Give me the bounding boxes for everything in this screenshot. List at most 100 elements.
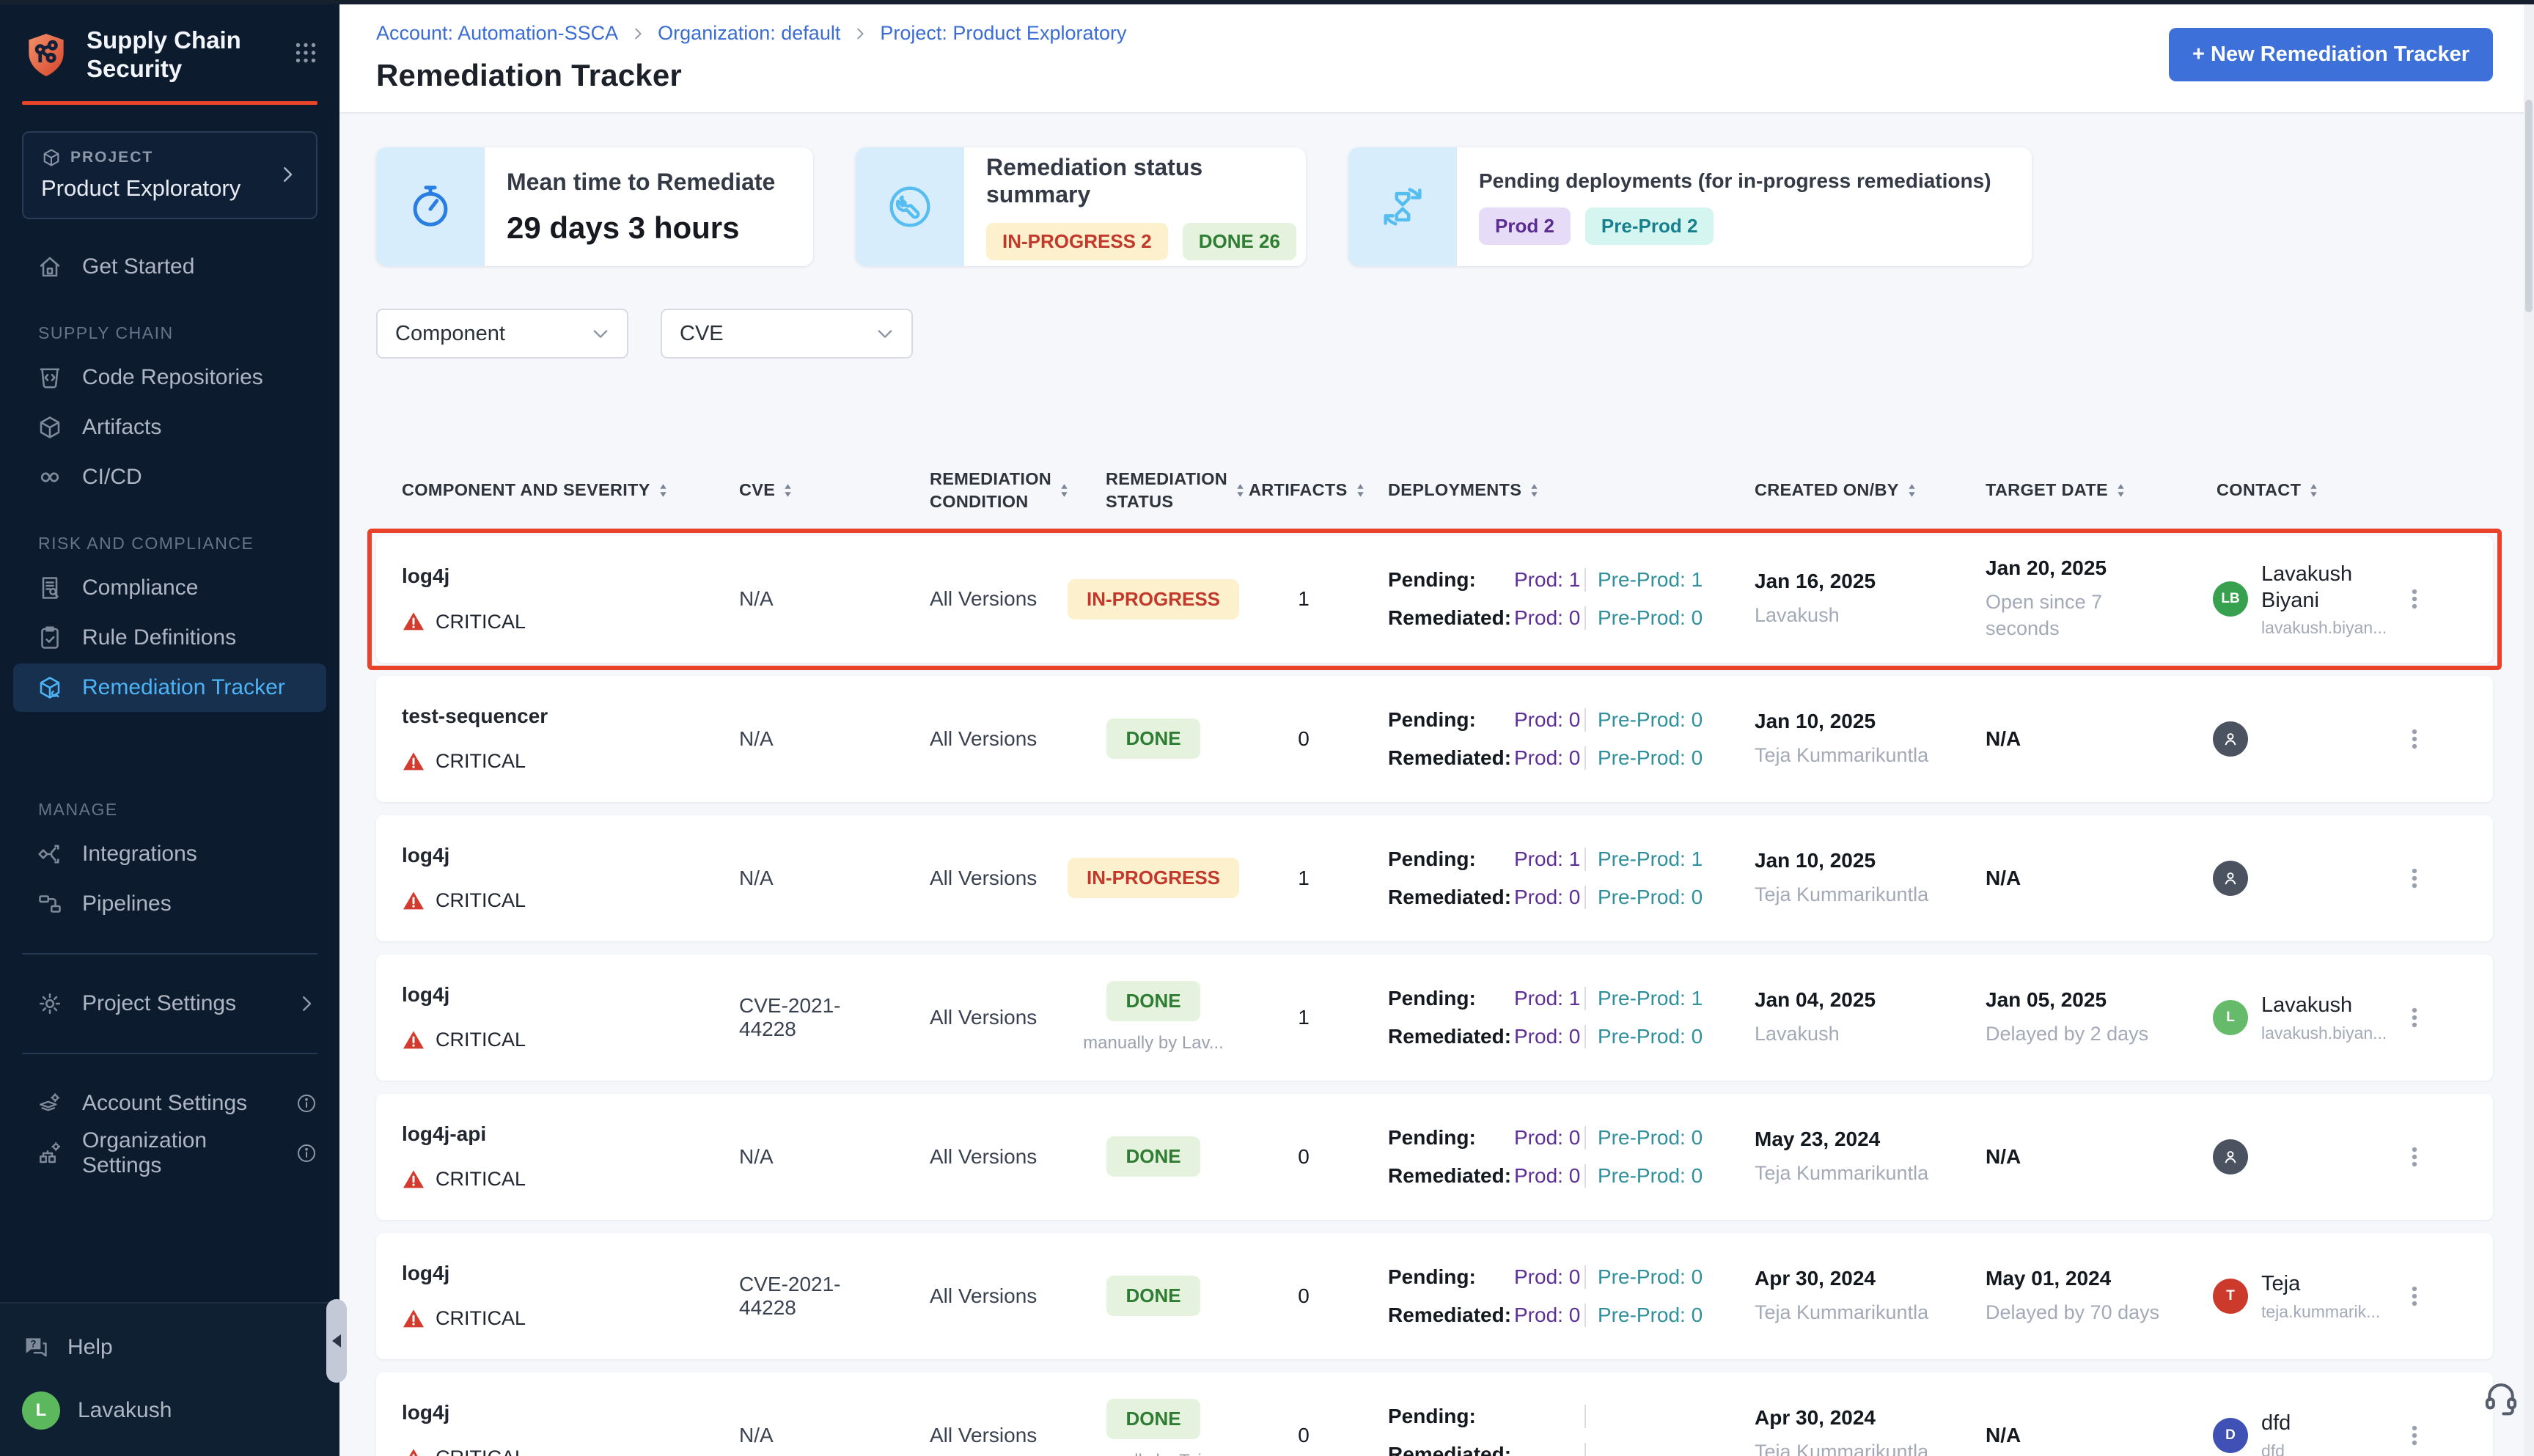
deployment-label: Remediated:: [1388, 1303, 1512, 1326]
column-header-created-on-by[interactable]: CREATED ON/BY: [1711, 479, 1953, 501]
component-name[interactable]: log4j: [402, 843, 450, 867]
column-header-deployments[interactable]: DEPLOYMENTS: [1359, 479, 1711, 501]
sort-icon[interactable]: [1906, 482, 1917, 499]
contact-cell: LB Lavakush Biyani lavakush.biyan...: [2169, 561, 2396, 639]
column-header-artifacts[interactable]: ARTIFACTS: [1249, 479, 1364, 501]
status-badge-in-progress-2: IN-PROGRESS 2: [986, 222, 1168, 260]
component-name[interactable]: log4j: [402, 1261, 450, 1284]
page-title: Remediation Tracker: [376, 58, 682, 92]
sidebar-item-integrations[interactable]: Integrations: [0, 830, 339, 878]
user-avatar: L: [22, 1391, 60, 1430]
row-actions-kebab-icon[interactable]: [2400, 1003, 2429, 1032]
row-actions-kebab-icon[interactable]: [2400, 1421, 2429, 1450]
severity-label: CRITICAL: [436, 1029, 526, 1051]
component-name[interactable]: log4j: [402, 982, 450, 1006]
breadcrumb-separator-icon: [852, 26, 868, 42]
sort-icon[interactable]: [1059, 482, 1070, 499]
sidebar-item-project-settings[interactable]: Project Settings: [0, 979, 339, 1028]
divider: [22, 1052, 317, 1054]
sort-icon[interactable]: [782, 482, 793, 499]
sidebar-item-account-settings[interactable]: Account Settings: [0, 1079, 339, 1128]
deployment-label: Pending:: [1388, 986, 1476, 1010]
column-header-remediation-condition[interactable]: REMEDIATION CONDITION: [893, 468, 1068, 513]
created-by: Teja Kummarikuntla: [1755, 1161, 1929, 1184]
project-cube-icon: [41, 147, 62, 168]
column-header-component-and-severity[interactable]: COMPONENT AND SEVERITY: [402, 479, 710, 501]
breadcrumb-link-2[interactable]: Project: Product Exploratory: [880, 22, 1127, 44]
target-note: Delayed by 2 days: [1986, 1022, 2149, 1045]
support-chat-icon[interactable]: [2481, 1378, 2521, 1418]
cve-value: CVE-2021-44228: [739, 993, 841, 1040]
breadcrumb-link-0[interactable]: Account: Automation-SSCA: [376, 22, 619, 44]
row-actions-kebab-icon[interactable]: [2400, 864, 2429, 893]
sidebar-nav: Get Started SUPPLY CHAIN Code Repositories…: [0, 219, 339, 1302]
section-label-risk-and-compliance: RISK AND COMPLIANCE: [38, 533, 254, 553]
project-selector[interactable]: PROJECT Product Exploratory: [22, 130, 317, 219]
preprod-count: Pre-Prod: 0: [1598, 746, 1703, 769]
sidebar-item-rule-definitions[interactable]: Rule Definitions: [0, 614, 339, 662]
scrollbar-thumb[interactable]: [2525, 100, 2533, 312]
breadcrumb-link-1[interactable]: Organization: default: [658, 22, 841, 44]
sidebar-item-ci-cd[interactable]: CI/CD: [0, 453, 339, 501]
column-header-target-date[interactable]: TARGET DATE: [1953, 479, 2169, 501]
column-header-cve[interactable]: CVE: [710, 479, 893, 501]
sort-icon[interactable]: [2115, 482, 2126, 499]
cve-value: N/A: [739, 727, 774, 750]
sidebar-item-remediation-tracker[interactable]: Remediation Tracker: [13, 663, 326, 712]
scrollbar-track[interactable]: [2524, 4, 2534, 1456]
column-header-label: ARTIFACTS: [1249, 480, 1348, 500]
contact-cell: T Teja teja.kummarik...: [2169, 1271, 2396, 1321]
table-row[interactable]: test-sequencer CRITICAL N/A All Versions DON…: [376, 675, 2493, 802]
sidebar-item-pipelines[interactable]: Pipelines: [0, 880, 339, 928]
sidebar-item-organization-settings[interactable]: Organization Settings: [0, 1128, 339, 1177]
component-name[interactable]: log4j-api: [402, 1122, 487, 1145]
info-icon[interactable]: [295, 1142, 317, 1164]
column-header-contact[interactable]: CONTACT: [2169, 479, 2396, 501]
preprod-count: Pre-Prod: 0: [1598, 707, 1703, 731]
sort-icon[interactable]: [658, 482, 669, 499]
component-name[interactable]: log4j: [402, 565, 450, 588]
row-actions-kebab-icon[interactable]: [2400, 1282, 2429, 1311]
row-actions-kebab-icon[interactable]: [2400, 1142, 2429, 1172]
sort-icon[interactable]: [1355, 482, 1366, 499]
filter-dropdown-component[interactable]: Component: [376, 309, 628, 359]
app-switcher-grid-icon[interactable]: [293, 40, 319, 66]
deployments-cell: Pending: Prod: 0 Pre-Prod: 0 Remediated: Pro…: [1359, 707, 1711, 770]
component-name[interactable]: test-sequencer: [402, 704, 548, 727]
artifacts-count: 1: [1298, 1005, 1310, 1029]
sidebar-item-compliance[interactable]: Compliance: [0, 564, 339, 612]
table-row[interactable]: log4j CRITICAL N/A All Versions IN-PROGRESS 1…: [376, 536, 2493, 663]
section-label-supply-chain: SUPPLY CHAIN: [38, 323, 174, 342]
table-row[interactable]: log4j CRITICAL CVE-2021-44228 All Versions D…: [376, 1232, 2493, 1359]
target-date: N/A: [1986, 1423, 2021, 1446]
new-remediation-tracker-button[interactable]: + New Remediation Tracker: [2169, 28, 2493, 81]
sidebar-item-get-started[interactable]: Get Started: [0, 243, 339, 291]
sort-icon[interactable]: [1235, 482, 1246, 499]
sidebar-item-help[interactable]: ? Help: [22, 1324, 317, 1371]
sidebar-collapse-handle[interactable]: [326, 1299, 347, 1383]
user-menu[interactable]: L Lavakush: [22, 1387, 317, 1434]
table-row[interactable]: log4j CRITICAL N/A All Versions IN-PROGRESS 1…: [376, 815, 2493, 941]
brand-accent-divider: [22, 100, 317, 105]
card-title: Remediation status summary: [986, 153, 1203, 207]
column-header-remediation-status[interactable]: REMEDIATION STATUS: [1058, 468, 1249, 513]
filter-dropdown-cve[interactable]: CVE: [661, 309, 913, 359]
sidebar-item-code-repositories[interactable]: Code Repositories: [0, 353, 339, 402]
sort-icon[interactable]: [2308, 482, 2319, 499]
info-icon[interactable]: [295, 1092, 317, 1114]
table-row[interactable]: log4j CRITICAL CVE-2021-44228 All Versions D…: [376, 954, 2493, 1081]
component-name[interactable]: log4j: [402, 1400, 450, 1424]
table-row[interactable]: log4j CRITICAL N/A All Versions DONE manually…: [376, 1372, 2493, 1456]
row-actions-kebab-icon[interactable]: [2400, 724, 2429, 754]
sidebar-item-artifacts[interactable]: Artifacts: [0, 403, 339, 452]
table-row[interactable]: log4j-api CRITICAL N/A All Versions DONE 0 Pen…: [376, 1093, 2493, 1220]
severity: CRITICAL: [402, 1307, 710, 1331]
artifacts-count: 0: [1298, 1284, 1310, 1307]
target-date: Jan 05, 2025: [1986, 988, 2107, 1011]
row-actions-kebab-icon[interactable]: [2400, 584, 2429, 614]
sort-icon[interactable]: [1529, 482, 1540, 499]
table-header: COMPONENT AND SEVERITY CVE REMEDIATION CON…: [376, 455, 2493, 526]
created-by: Lavakush: [1755, 604, 1840, 627]
preprod-count: Pre-Prod: 1: [1598, 847, 1703, 870]
